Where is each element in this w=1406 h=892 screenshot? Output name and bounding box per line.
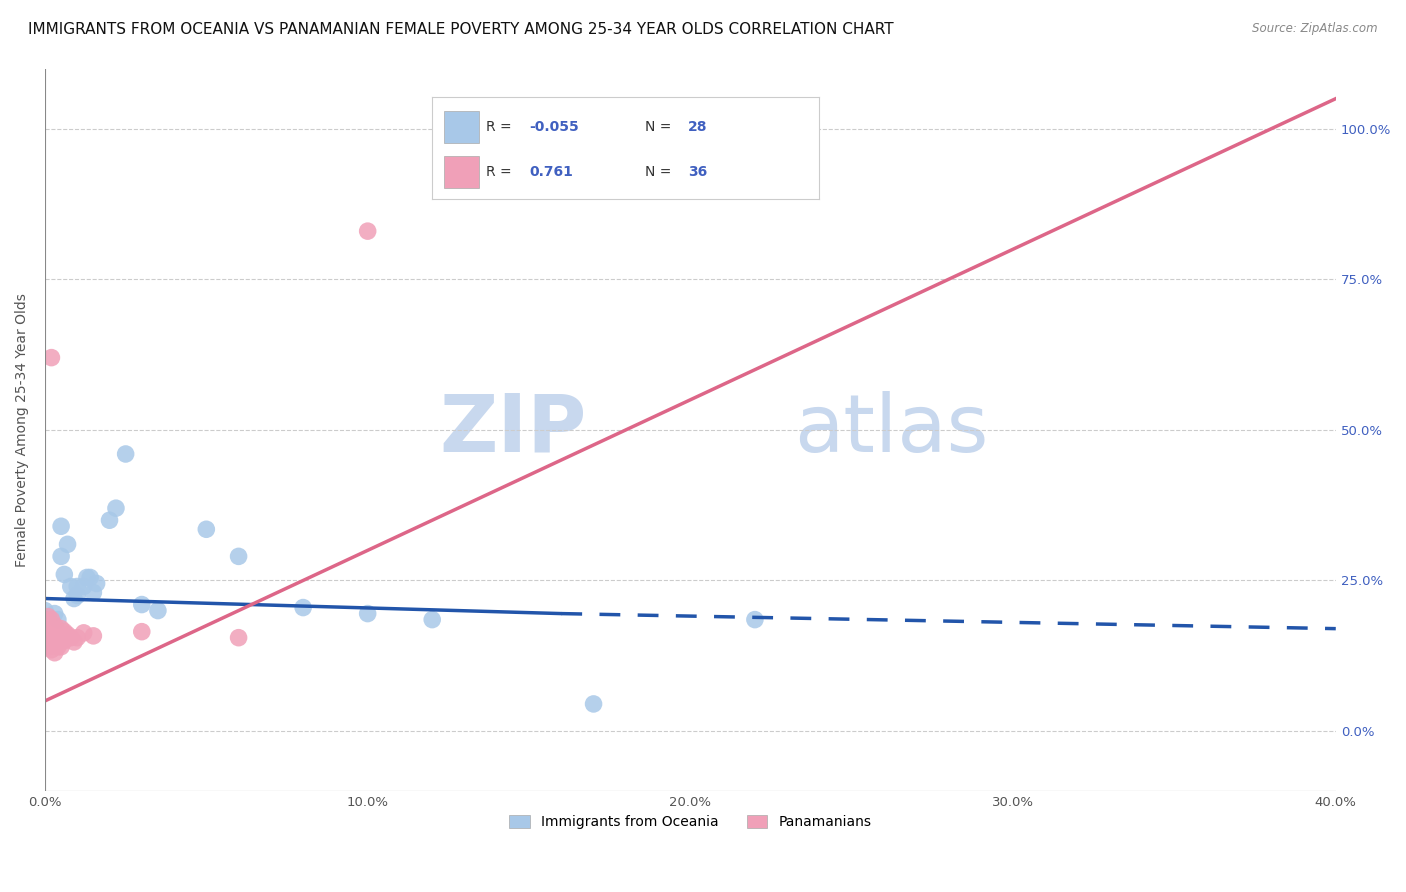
Point bbox=[228, 631, 250, 645]
Point bbox=[582, 697, 605, 711]
Point bbox=[34, 604, 56, 618]
Point bbox=[46, 640, 69, 654]
Point bbox=[82, 585, 104, 599]
Point bbox=[44, 618, 66, 632]
Text: atlas: atlas bbox=[793, 391, 988, 469]
Point bbox=[34, 637, 56, 651]
Point bbox=[357, 224, 380, 238]
Point bbox=[56, 537, 79, 551]
Point bbox=[56, 628, 79, 642]
Point bbox=[131, 624, 153, 639]
Point bbox=[37, 640, 59, 654]
Point bbox=[104, 501, 127, 516]
Point bbox=[37, 633, 59, 648]
Point bbox=[49, 622, 72, 636]
Point bbox=[34, 613, 56, 627]
Point bbox=[66, 589, 89, 603]
Point bbox=[53, 567, 76, 582]
Point bbox=[66, 631, 89, 645]
Legend: Immigrants from Oceania, Panamanians: Immigrants from Oceania, Panamanians bbox=[503, 810, 877, 835]
Point bbox=[41, 633, 63, 648]
Point bbox=[59, 579, 82, 593]
Point bbox=[49, 640, 72, 654]
Point bbox=[131, 598, 153, 612]
Point bbox=[744, 613, 766, 627]
Point bbox=[420, 613, 443, 627]
Point bbox=[292, 600, 315, 615]
Point bbox=[41, 351, 63, 365]
Point bbox=[37, 628, 59, 642]
Point bbox=[66, 579, 89, 593]
Point bbox=[46, 624, 69, 639]
Point bbox=[41, 613, 63, 627]
Point bbox=[34, 618, 56, 632]
Point bbox=[73, 579, 96, 593]
Point bbox=[53, 633, 76, 648]
Point bbox=[44, 637, 66, 651]
Point bbox=[357, 607, 380, 621]
Point bbox=[46, 632, 69, 647]
Point bbox=[195, 522, 218, 536]
Point bbox=[82, 629, 104, 643]
Text: IMMIGRANTS FROM OCEANIA VS PANAMANIAN FEMALE POVERTY AMONG 25-34 YEAR OLDS CORRE: IMMIGRANTS FROM OCEANIA VS PANAMANIAN FE… bbox=[28, 22, 894, 37]
Text: Source: ZipAtlas.com: Source: ZipAtlas.com bbox=[1253, 22, 1378, 36]
Point bbox=[44, 607, 66, 621]
Point bbox=[46, 613, 69, 627]
Point bbox=[34, 631, 56, 645]
Point bbox=[37, 618, 59, 632]
Y-axis label: Female Poverty Among 25-34 Year Olds: Female Poverty Among 25-34 Year Olds bbox=[15, 293, 30, 566]
Point bbox=[44, 646, 66, 660]
Point bbox=[79, 570, 101, 584]
Point bbox=[63, 591, 86, 606]
Point bbox=[41, 642, 63, 657]
Text: ZIP: ZIP bbox=[440, 391, 588, 469]
Point bbox=[114, 447, 136, 461]
Point bbox=[146, 604, 169, 618]
Point bbox=[49, 549, 72, 564]
Point bbox=[44, 628, 66, 642]
Point bbox=[53, 624, 76, 639]
Point bbox=[73, 625, 96, 640]
Point bbox=[59, 631, 82, 645]
Point bbox=[63, 635, 86, 649]
Point bbox=[76, 570, 98, 584]
Point bbox=[86, 576, 108, 591]
Point bbox=[49, 631, 72, 645]
Point bbox=[37, 609, 59, 624]
Point bbox=[41, 624, 63, 639]
Point bbox=[49, 519, 72, 533]
Point bbox=[34, 624, 56, 639]
Point bbox=[98, 513, 121, 527]
Point bbox=[228, 549, 250, 564]
